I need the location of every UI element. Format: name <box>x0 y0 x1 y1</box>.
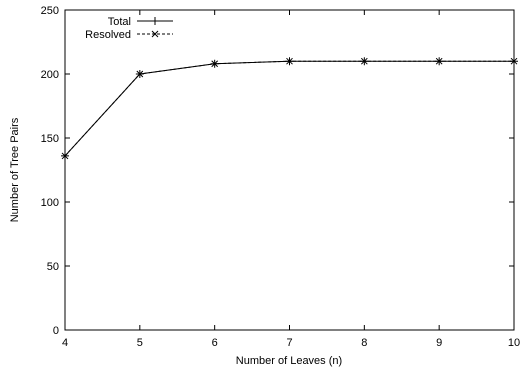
data-point-resolved <box>286 57 293 65</box>
legend-marker-total <box>151 17 159 25</box>
series-line-total <box>64 60 514 157</box>
legend-label-total: Total <box>108 16 131 28</box>
y-tick-label: 50 <box>47 261 59 273</box>
data-point-resolved <box>136 70 144 78</box>
y-tick-label: 0 <box>53 325 59 337</box>
legend-marker-resolved <box>151 30 159 38</box>
data-point-resolved <box>510 57 518 65</box>
x-tick-label: 7 <box>286 337 292 349</box>
series-layer <box>61 57 518 160</box>
x-tick-label: 5 <box>137 337 143 349</box>
x-axis-title: Number of Leaves (n) <box>236 355 342 367</box>
x-tick-label: 8 <box>361 337 367 349</box>
y-axis-title: Number of Tree Pairs <box>9 117 21 222</box>
legend: Total Resolved <box>85 16 173 41</box>
series-line-resolved <box>64 60 514 157</box>
legend-label-resolved: Resolved <box>85 29 131 41</box>
y-axis: 0 50 100 150 200 250 <box>41 5 514 337</box>
y-tick-label: 200 <box>41 69 59 81</box>
y-tick-label: 250 <box>41 5 59 17</box>
data-point-resolved <box>211 60 219 68</box>
x-tick-label: 6 <box>212 337 218 349</box>
x-tick-label: 10 <box>508 337 520 349</box>
data-point-resolved <box>360 57 368 65</box>
legend-entry-resolved: Resolved <box>85 29 173 41</box>
legend-entry-total: Total <box>108 16 173 28</box>
data-point-resolved <box>61 152 69 160</box>
y-tick-label: 100 <box>41 197 59 209</box>
y-tick-label: 150 <box>41 133 59 145</box>
x-axis: 4 5 6 7 8 9 10 <box>62 10 520 349</box>
x-tick-label: 4 <box>62 337 68 349</box>
x-tick-label: 9 <box>436 337 442 349</box>
data-point-resolved <box>435 57 443 65</box>
